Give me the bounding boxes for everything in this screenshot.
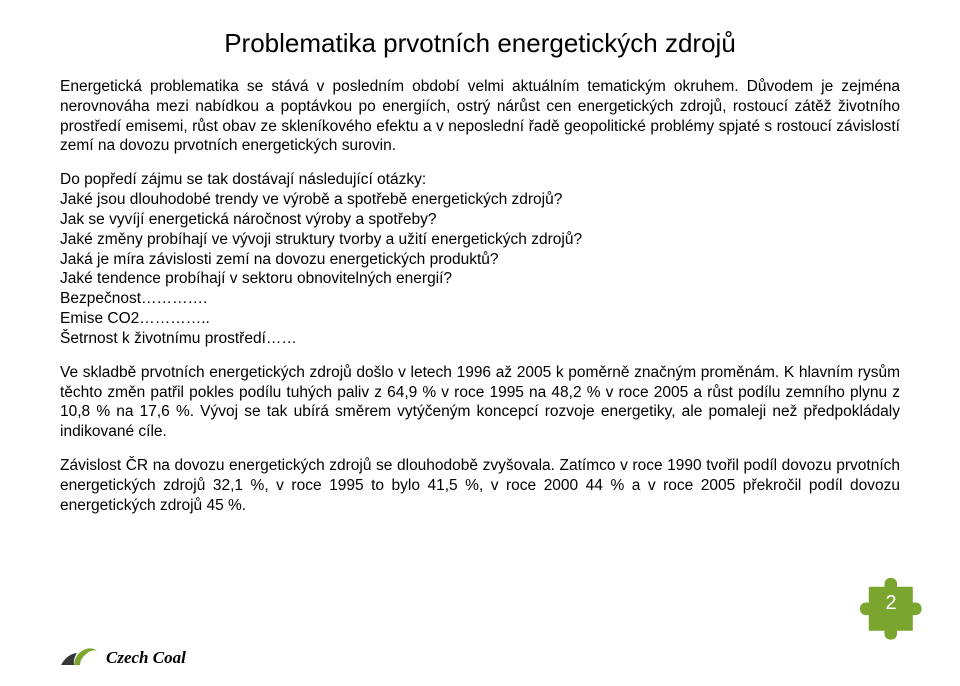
question-2: Jak se vyvíjí energetická náročnost výro… bbox=[60, 210, 900, 230]
logo-text: Czech Coal bbox=[106, 648, 186, 668]
question-block: Do popředí zájmu se tak dostávají násled… bbox=[60, 170, 900, 348]
question-1: Jaké jsou dlouhodobé trendy ve výrobě a … bbox=[60, 190, 900, 210]
question-7: Emise CO2………….. bbox=[60, 309, 900, 329]
question-5: Jaké tendence probíhají v sektoru obnovi… bbox=[60, 269, 900, 289]
paragraph-intro: Energetická problematika se stává v posl… bbox=[60, 77, 900, 156]
question-3: Jaké změny probíhají ve vývoji struktury… bbox=[60, 230, 900, 250]
logo: Czech Coal bbox=[60, 644, 186, 672]
logo-icon bbox=[60, 644, 98, 672]
page-number-badge: 2 bbox=[860, 578, 922, 640]
questions-intro: Do popředí zájmu se tak dostávají násled… bbox=[60, 170, 900, 190]
paragraph-3: Závislost ČR na dovozu energetických zdr… bbox=[60, 456, 900, 515]
page-title: Problematika prvotních energetických zdr… bbox=[60, 28, 900, 59]
page-number-text: 2 bbox=[860, 592, 922, 615]
question-8: Šetrnost k životnímu prostředí…… bbox=[60, 329, 900, 349]
paragraph-2: Ve skladbě prvotních energetických zdroj… bbox=[60, 363, 900, 442]
question-4: Jaká je míra závislosti zemí na dovozu e… bbox=[60, 250, 900, 270]
question-6: Bezpečnost…………. bbox=[60, 289, 900, 309]
